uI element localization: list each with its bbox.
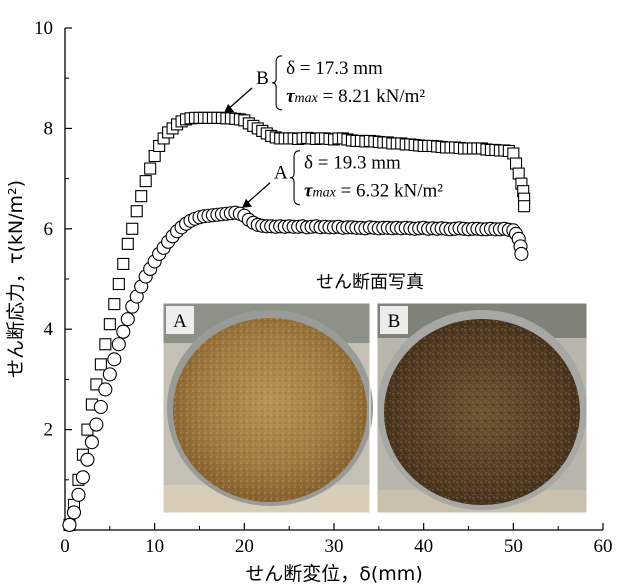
data-point-B: [108, 298, 121, 311]
series-A: [62, 205, 529, 533]
x-tick-label: 60: [594, 536, 613, 557]
data-point-B: [130, 205, 143, 218]
annotation-label: A: [274, 163, 288, 184]
tau-value: = 6.32 kN/m²: [336, 181, 443, 202]
data-point-B: [135, 190, 148, 203]
annotation-arrowhead: [224, 103, 235, 113]
photo-label-b: B: [388, 311, 401, 332]
data-point-B: [112, 277, 125, 291]
annotation-tau: τmax = 6.32 kN/m²: [304, 181, 443, 202]
y-tick-label: 10: [34, 18, 53, 39]
data-point-A: [62, 517, 77, 533]
tau-subscript: max: [312, 186, 336, 201]
data-point-A: [102, 367, 117, 382]
data-point-A: [71, 487, 86, 502]
series-B: [63, 111, 531, 532]
tau-value: = 8.21 kN/m²: [318, 86, 425, 107]
tau-symbol: τ: [304, 181, 313, 202]
data-point-B: [144, 162, 157, 175]
photo-A: A: [162, 302, 373, 514]
tau-symbol: τ: [286, 86, 295, 107]
x-tick-label: 30: [325, 536, 344, 557]
data-point-A: [75, 470, 90, 485]
data-point-B: [509, 157, 523, 170]
x-tick-label: 10: [145, 536, 164, 557]
x-tick-label: 0: [60, 536, 70, 557]
y-tick-label: 2: [44, 420, 54, 441]
y-tick-label: 4: [44, 319, 54, 340]
x-tick-label: 50: [504, 536, 523, 557]
photo-B: B: [376, 302, 588, 514]
annotation-delta: δ = 19.3 mm: [304, 153, 401, 174]
data-point-B: [139, 175, 152, 188]
data-point-B: [512, 167, 525, 180]
photo-title: せん断面写真: [316, 272, 424, 293]
data-point-B: [94, 358, 107, 371]
x-axis-label: せん断変位，δ(mm): [245, 563, 422, 585]
data-point-A: [66, 505, 82, 520]
axes: 0 10 20 30 40 50 60 2 4 6 8 10: [34, 18, 613, 557]
annotation-delta: δ = 17.3 mm: [286, 58, 383, 79]
y-axis-label: せん断応力，τ(kN/m²): [5, 180, 27, 378]
data-point-A: [93, 399, 108, 415]
x-tick-label: 20: [235, 536, 254, 557]
y-tick-label: 6: [44, 219, 54, 240]
annotation-arrowhead: [242, 198, 253, 208]
annotation-tau: τmax = 8.21 kN/m²: [286, 86, 425, 107]
data-point-A: [98, 382, 113, 397]
data-point-A: [89, 417, 104, 432]
tau-subscript: max: [295, 91, 319, 106]
data-point-B: [518, 200, 531, 213]
shear-surface-photos: せん断面写真 A B: [162, 272, 588, 514]
data-point-B: [121, 237, 134, 250]
annotation-bracket: [272, 55, 283, 111]
x-tick-label: 40: [414, 536, 433, 557]
data-point-A: [111, 337, 126, 352]
annotation-label: B: [256, 68, 269, 89]
photo-label-a: A: [173, 311, 187, 332]
data-point-B: [148, 149, 161, 163]
data-point-A: [107, 352, 122, 367]
data-point-A: [84, 435, 99, 450]
data-point-A: [514, 246, 529, 261]
series-layer: [62, 111, 531, 533]
data-point-B: [103, 318, 116, 331]
data-point-A: [80, 452, 95, 467]
data-point-B: [507, 147, 520, 160]
data-point-B: [99, 338, 112, 351]
annotation-bracket: [290, 150, 301, 206]
data-point-B: [117, 257, 130, 270]
data-point-A: [120, 312, 135, 327]
data-point-B: [126, 222, 139, 235]
y-tick-label: 8: [44, 118, 54, 139]
data-point-A: [116, 324, 131, 339]
